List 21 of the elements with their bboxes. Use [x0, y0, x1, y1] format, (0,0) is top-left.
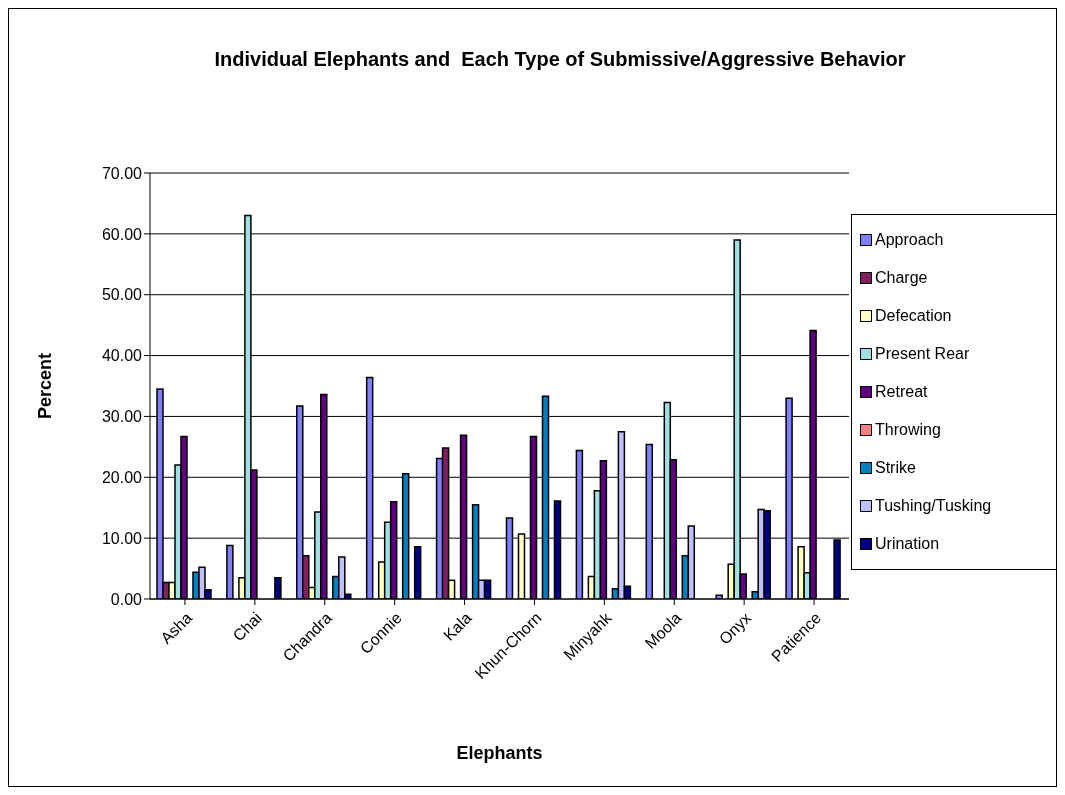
legend-label: Approach	[875, 231, 944, 249]
legend-label: Throwing	[875, 421, 941, 439]
legend-label: Present Rear	[875, 345, 970, 363]
y-tick-label: 20.00	[101, 468, 143, 486]
chart-title: Individual Elephants and Each Type of Submissive/Aggressive Behavior	[213, 47, 907, 72]
y-tick-label: 30.00	[101, 408, 143, 426]
legend-label: Charge	[875, 269, 928, 287]
y-tick-label: 10.00	[101, 529, 143, 547]
y-tick-label: 60.00	[101, 225, 143, 243]
legend-label: Strike	[875, 459, 916, 477]
x-axis-title: Elephants	[456, 743, 543, 763]
y-tick-label: 70.00	[101, 164, 143, 182]
legend-label: Retreat	[875, 383, 928, 401]
y-tick-label: 40.00	[101, 347, 143, 365]
y-tick-label: 0.00	[110, 590, 143, 608]
legend-label: Tushing/Tusking	[875, 497, 992, 515]
y-axis-title: Percent	[35, 352, 56, 420]
y-tick-label: 50.00	[101, 286, 143, 304]
legend-label: Defecation	[875, 307, 952, 325]
legend-label: Urination	[875, 535, 940, 553]
x-tick-label: Kala	[440, 609, 475, 644]
